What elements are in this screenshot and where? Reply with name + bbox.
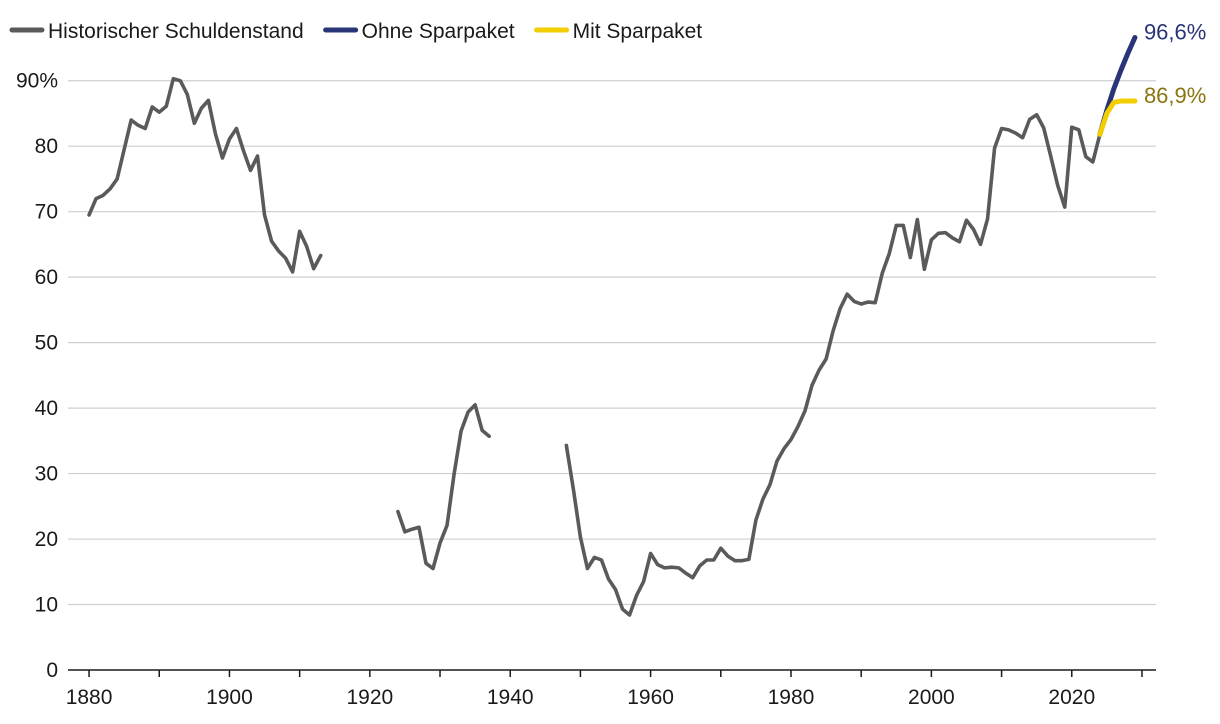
x-tick-label: 1940	[487, 686, 534, 709]
end-labels: 96,6% 86,9%	[1144, 20, 1206, 109]
y-tick-label: 80	[35, 135, 58, 158]
y-tick-label: 30	[35, 463, 58, 486]
x-tick-label: 2020	[1048, 686, 1095, 709]
series-lines	[87, 35, 1138, 617]
y-tick-label: 90%	[16, 70, 58, 93]
x-tick-label: 1920	[346, 686, 393, 709]
series-line-0-segment-0	[87, 76, 323, 274]
x-axis: 1880 1900 1920 1940 1960 1980 2000 2020	[66, 669, 1156, 709]
legend: Historischer Schuldenstand Ohne Sparpaket…	[9, 20, 703, 43]
series-line-0-segment-1	[396, 403, 491, 571]
y-tick-label: 0	[46, 659, 58, 682]
x-tick-label: 1900	[206, 686, 253, 709]
x-tick-label: 2000	[908, 686, 955, 709]
y-tick-label: 20	[35, 528, 58, 551]
legend-label-2: Mit Sparpaket	[573, 20, 703, 43]
series-line-0-segment-2	[564, 112, 1102, 617]
y-axis-tick-labels: 0 10 20 30 40 50 60 70 80 90%	[16, 70, 58, 682]
end-label-series-1: 96,6%	[1144, 20, 1206, 45]
x-tick-label: 1960	[627, 686, 674, 709]
y-tick-label: 50	[35, 332, 58, 355]
gridlines	[68, 80, 1156, 606]
legend-label-0: Historischer Schuldenstand	[48, 20, 304, 43]
legend-label-1: Ohne Sparpaket	[362, 20, 515, 43]
x-tick-label: 1980	[768, 686, 815, 709]
y-tick-label: 10	[35, 594, 58, 617]
y-tick-label: 60	[35, 266, 58, 289]
end-label-series-2: 86,9%	[1144, 83, 1206, 108]
y-tick-label: 70	[35, 201, 58, 224]
x-tick-label: 1880	[66, 686, 113, 709]
y-tick-label: 40	[35, 397, 58, 420]
series-line-2-segment-0	[1097, 98, 1138, 137]
